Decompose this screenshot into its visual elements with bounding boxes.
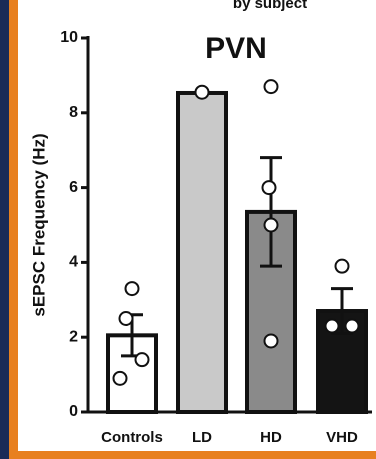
data-point xyxy=(112,370,128,386)
data-point xyxy=(124,281,140,297)
data-point xyxy=(263,217,279,233)
data-point xyxy=(134,352,150,368)
bar xyxy=(176,90,228,414)
y-tick-label: 4 xyxy=(69,254,78,271)
data-point xyxy=(344,318,360,334)
y-tick-label: 0 xyxy=(69,403,78,420)
x-tick-label: Controls xyxy=(101,429,163,446)
data-point xyxy=(263,333,279,349)
chart-title: PVN xyxy=(205,32,267,65)
y-tick-label: 6 xyxy=(69,179,78,196)
data-point xyxy=(118,311,134,326)
y-tick-label: 8 xyxy=(69,104,78,121)
data-point xyxy=(194,84,210,100)
y-tick-label: 2 xyxy=(69,328,78,345)
x-tick-label: LD xyxy=(192,429,212,446)
y-tick-label: 10 xyxy=(60,29,78,46)
y-axis-label: sEPSC Frequency (Hz) xyxy=(29,133,48,316)
subtitle: by subject xyxy=(233,0,307,12)
x-tick-label: HD xyxy=(260,429,282,446)
x-tick-label: VHD xyxy=(326,429,358,446)
data-point xyxy=(324,318,340,334)
data-point xyxy=(334,258,350,274)
data-point xyxy=(263,79,279,95)
data-point xyxy=(261,180,277,196)
